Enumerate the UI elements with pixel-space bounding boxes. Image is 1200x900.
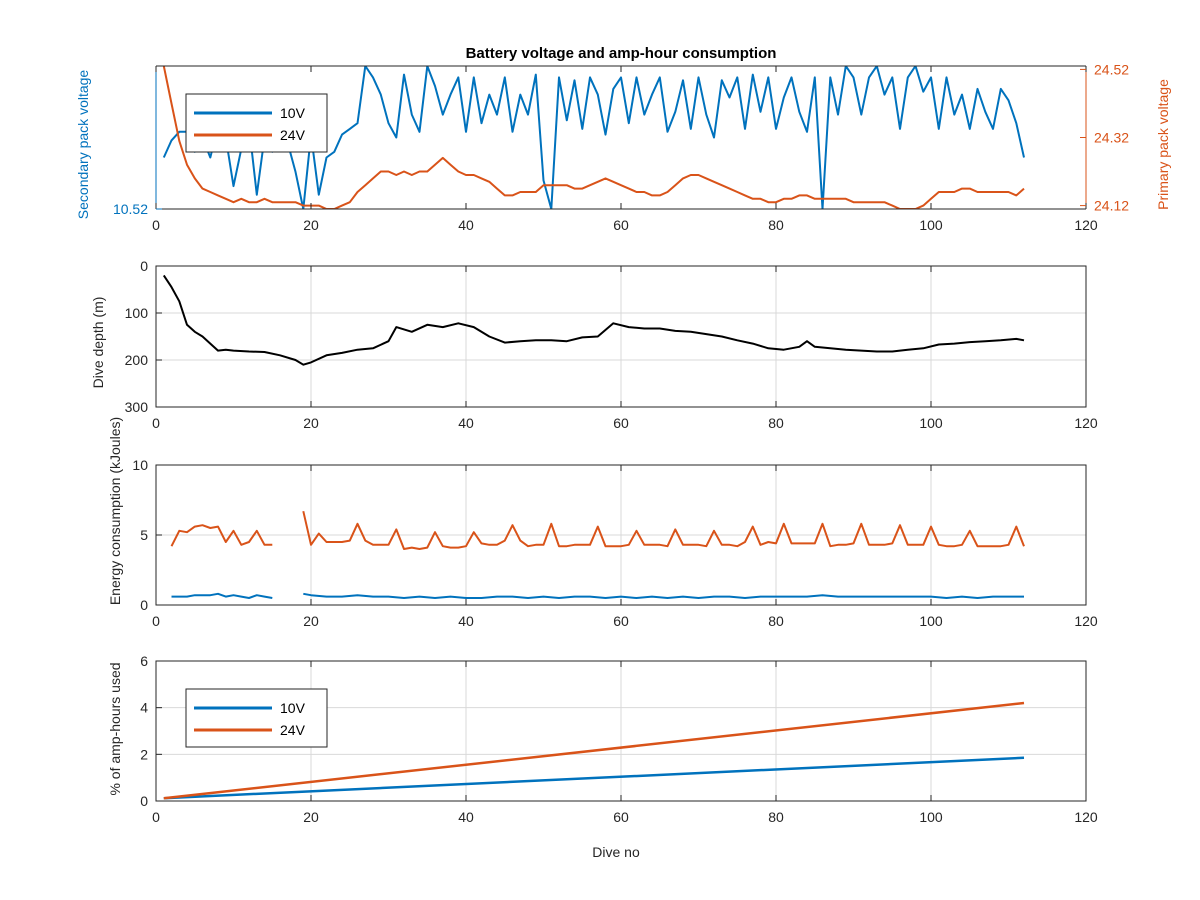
x-tick-label: 40 — [458, 217, 474, 233]
series-line-depth — [162, 274, 1025, 366]
x-tick-label: 80 — [768, 415, 784, 431]
x-tick-label: 100 — [919, 809, 943, 825]
y-tick-label: 6 — [140, 653, 148, 669]
x-tick-label: 0 — [152, 217, 160, 233]
series-line-10v-segment-1 — [171, 592, 273, 599]
legend-label-10v: 10V — [280, 105, 306, 121]
x-tick-label: 0 — [152, 613, 160, 629]
y-tick-label: 300 — [125, 399, 149, 415]
x-tick-label: 0 — [152, 415, 160, 431]
x-tick-label: 20 — [303, 415, 319, 431]
x-tick-label: 80 — [768, 809, 784, 825]
depth-chart: 0 20 40 60 80 100 120 0 100 200 300 Dive depth (m) — [90, 258, 1098, 431]
y-tick-label: 10 — [132, 457, 148, 473]
y-tick-label: 200 — [125, 352, 149, 368]
figure-title: Battery voltage and amp-hour consumption — [466, 45, 777, 62]
x-tick-label: 120 — [1074, 415, 1098, 431]
y-tick-label: 0 — [140, 793, 148, 809]
series-line-24v — [163, 701, 1025, 800]
y-axis-label: % of amp-hours used — [107, 662, 123, 795]
x-tick-label: 20 — [303, 217, 319, 233]
energy-chart: 0 20 40 60 80 100 120 0 5 10 Energy consumption (k… — [107, 417, 1098, 629]
x-tick-label: 0 — [152, 809, 160, 825]
voltage-chart: 0 20 40 60 80 100 120 10.52 24.12 24.32 24.52 Secon… — [75, 61, 1171, 233]
x-tick-label: 80 — [768, 217, 784, 233]
series-line-24v-segment-2 — [302, 510, 1025, 550]
x-tick-label: 60 — [613, 415, 629, 431]
series-line-10v — [163, 756, 1025, 800]
x-tick-label: 120 — [1074, 217, 1098, 233]
x-tick-label: 20 — [303, 613, 319, 629]
x-tick-label: 120 — [1074, 613, 1098, 629]
x-tick-label: 20 — [303, 809, 319, 825]
x-tick-label: 40 — [458, 613, 474, 629]
x-tick-label: 100 — [919, 217, 943, 233]
x-tick-label: 60 — [613, 613, 629, 629]
y-tick-label: 2 — [140, 746, 148, 762]
legend-label-24v: 24V — [280, 722, 306, 738]
x-tick-label: 80 — [768, 613, 784, 629]
y-tick-label: 5 — [140, 527, 148, 543]
y-tick-label-right: 24.12 — [1094, 198, 1129, 214]
y-tick-label-right: 24.52 — [1094, 61, 1129, 77]
x-axis-label: Dive no — [592, 844, 640, 860]
y-axis-label-left: Secondary pack voltage — [75, 70, 91, 220]
series-line-24v — [162, 66, 1025, 209]
y-axis-label-right: Primary pack voltage — [1155, 79, 1171, 210]
y-tick-label: 100 — [125, 305, 149, 321]
legend-box — [185, 93, 328, 153]
x-tick-label: 100 — [919, 613, 943, 629]
y-tick-label: 0 — [140, 258, 148, 274]
y-tick-label: 4 — [140, 700, 148, 716]
x-tick-label: 120 — [1074, 809, 1098, 825]
x-tick-label: 100 — [919, 415, 943, 431]
x-tick-label: 60 — [613, 809, 629, 825]
series-line-10v-segment-2 — [303, 592, 1024, 599]
series-line-24v-segment-1 — [170, 524, 273, 547]
y-tick-label-left: 10.52 — [113, 201, 148, 217]
x-tick-label: 40 — [458, 809, 474, 825]
x-tick-label: 40 — [458, 415, 474, 431]
x-tick-label: 60 — [613, 217, 629, 233]
y-tick-label: 0 — [140, 597, 148, 613]
series-group — [162, 66, 1025, 209]
series-line-10v — [162, 66, 1025, 209]
y-axis-label: Dive depth (m) — [90, 297, 106, 389]
legend-label-10v: 10V — [280, 700, 306, 716]
amp-hours-chart: 0 20 40 60 80 100 120 0 2 4 6 % of amp-hours used Di… — [107, 653, 1098, 860]
legend-label-24v: 24V — [280, 127, 306, 143]
y-tick-label-right: 24.32 — [1094, 130, 1129, 146]
y-axis-label: Energy consumption (kJoules) — [107, 417, 123, 605]
legend-box — [185, 688, 328, 748]
